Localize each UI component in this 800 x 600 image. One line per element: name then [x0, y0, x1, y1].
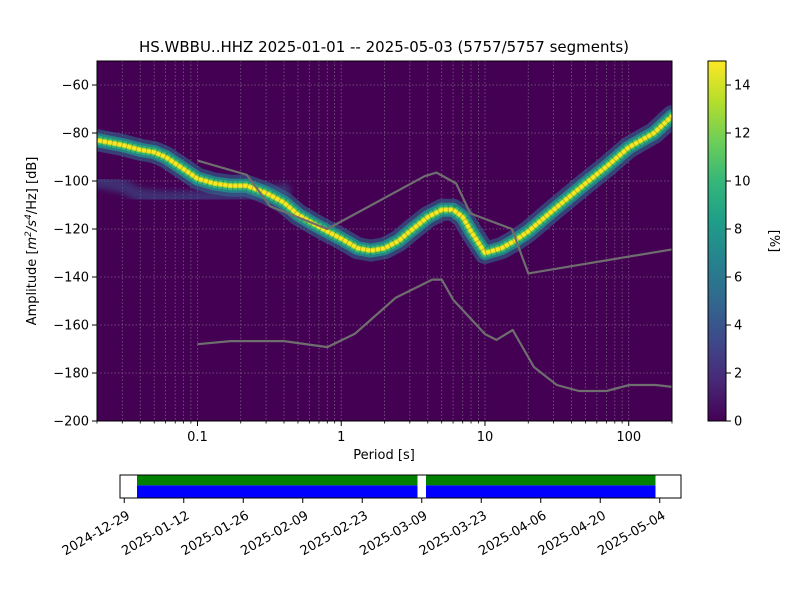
y-tick-label: −80 — [62, 127, 89, 142]
colorbar-ticks: 0 2 4 6 8 10 12 14 — [726, 79, 751, 430]
timeline-ticks: 2024-12-292025-01-122025-01-262025-02-09… — [60, 498, 668, 559]
data-coverage-timeline: 2024-12-292025-01-122025-01-262025-02-09… — [60, 474, 682, 559]
x-axis: 0.1 1 10 100 — [96, 421, 673, 445]
timeline-frame — [119, 474, 682, 499]
y-tick-label: −100 — [53, 175, 89, 190]
colorbar-tick-label: 2 — [734, 367, 742, 382]
y-tick-label: −120 — [53, 223, 89, 238]
y-label-unit-s: /s — [25, 220, 40, 232]
colorbar-label: [%] — [766, 230, 781, 253]
coverage-bar-top — [137, 475, 418, 486]
colorbar-tick-label: 4 — [734, 319, 742, 334]
coverage-bar-bottom — [426, 485, 656, 498]
psd-heatmap — [97, 105, 672, 264]
y-label-sup-2: 4 — [24, 214, 34, 220]
y-label-sup-1: 2 — [24, 231, 34, 237]
coverage-bars — [137, 475, 656, 498]
y-label-unit-m: m — [25, 237, 40, 250]
x-tick-label: 100 — [616, 430, 641, 445]
x-tick-label: 1 — [337, 430, 345, 445]
y-label-prefix: Amplitude [ — [25, 249, 40, 325]
y-label-suffix: /Hz] [dB] — [25, 157, 40, 215]
x-tick-label: 0.1 — [187, 430, 208, 445]
noise-model-high-line — [197, 159, 672, 275]
colorbar-gradient — [707, 60, 727, 422]
colorbar: 0 2 4 6 8 10 12 14 [%] — [707, 60, 781, 430]
noise-models — [197, 159, 672, 393]
y-tick-label: −60 — [62, 79, 89, 94]
noise-model-low-line — [197, 278, 672, 393]
x-axis-label: Period [s] — [353, 448, 415, 463]
y-tick-label: −180 — [53, 367, 89, 382]
coverage-bar-top — [426, 475, 656, 486]
colorbar-tick-label: 14 — [734, 79, 751, 94]
y-axis-label: Amplitude [m2/s4/Hz] [dB] — [24, 157, 40, 326]
timeline-tick-label: 2025-05-04 — [595, 508, 668, 559]
chart-title: HS.WBBU..HHZ 2025-01-01 -- 2025-05-03 (5… — [139, 38, 629, 56]
psd-ridge-core — [97, 114, 672, 255]
y-tick-label: −140 — [53, 271, 89, 286]
colorbar-tick-label: 0 — [734, 415, 742, 430]
coverage-bar-bottom — [137, 485, 418, 498]
colorbar-tick-label: 6 — [734, 271, 742, 286]
colorbar-tick-label: 10 — [734, 175, 751, 190]
y-tick-label: −200 — [53, 415, 89, 430]
colorbar-tick-label: 12 — [734, 127, 751, 142]
colorbar-tick-label: 8 — [734, 223, 742, 238]
y-tick-label: −160 — [53, 319, 89, 334]
x-tick-label: 10 — [477, 430, 494, 445]
y-axis: −60 −80 −100 −120 −140 −160 −180 −200 — [53, 79, 97, 430]
psd-plot: 0.1 1 10 100 −60 −80 −100 −120 −140 −160 −180 −200… — [24, 60, 673, 463]
